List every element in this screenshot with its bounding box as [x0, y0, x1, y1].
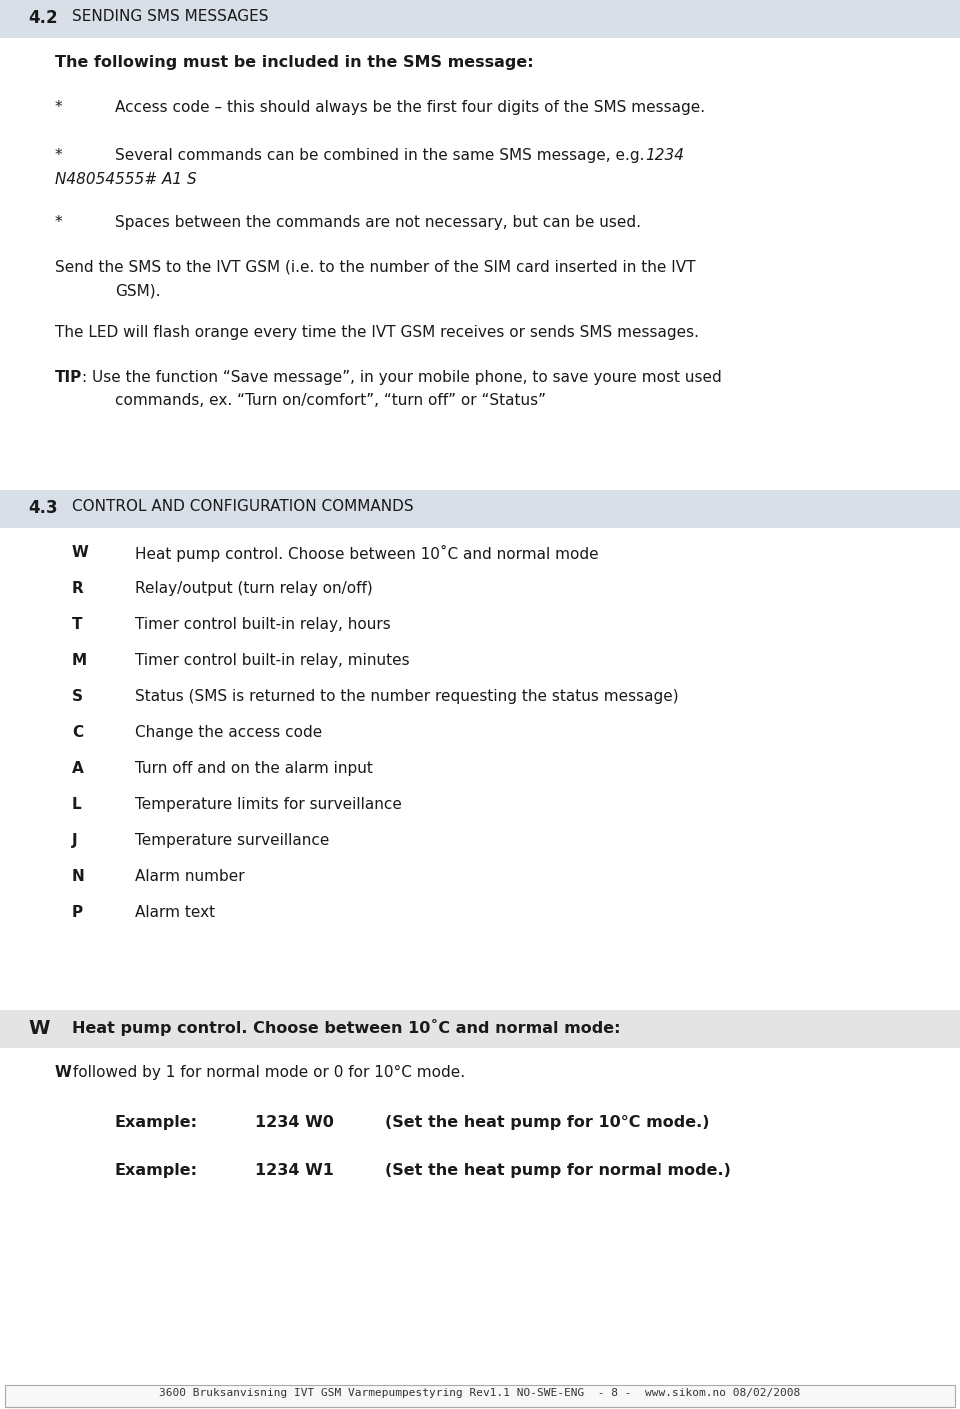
Text: : Use the function “Save message”, in your mobile phone, to save youre most used: : Use the function “Save message”, in yo… [82, 371, 722, 385]
Text: Spaces between the commands are not necessary, but can be used.: Spaces between the commands are not nece… [115, 216, 641, 230]
Text: W: W [28, 1019, 50, 1038]
Text: 1234: 1234 [645, 148, 684, 163]
Text: *: * [55, 148, 62, 163]
Bar [0, 1010, 960, 1048]
Text: Heat pump control. Choose between 10˚C and normal mode: Heat pump control. Choose between 10˚C a… [135, 545, 599, 562]
Bar [0, 490, 960, 528]
Text: P: P [72, 905, 84, 920]
Text: Alarm number: Alarm number [135, 869, 245, 883]
Text: commands, ex. “Turn on/comfort”, “turn off” or “Status”: commands, ex. “Turn on/comfort”, “turn o… [115, 393, 546, 409]
Text: Temperature limits for surveillance: Temperature limits for surveillance [135, 797, 402, 812]
Text: W: W [72, 545, 89, 559]
Text: Turn off and on the alarm input: Turn off and on the alarm input [135, 761, 372, 776]
Text: Temperature surveillance: Temperature surveillance [135, 833, 329, 848]
Text: CONTROL AND CONFIGURATION COMMANDS: CONTROL AND CONFIGURATION COMMANDS [72, 499, 414, 514]
Text: Timer control built-in relay, hours: Timer control built-in relay, hours [135, 617, 391, 633]
Text: The following must be included in the SMS message:: The following must be included in the SM… [55, 55, 534, 70]
Text: Relay/output (turn relay on/off): Relay/output (turn relay on/off) [135, 581, 372, 596]
FancyBboxPatch shape [5, 1385, 955, 1408]
Text: Status (SMS is returned to the number requesting the status message): Status (SMS is returned to the number re… [135, 689, 679, 704]
Text: GSM).: GSM). [115, 283, 160, 297]
Text: Access code – this should always be the first four digits of the SMS message.: Access code – this should always be the … [115, 100, 706, 116]
Text: N48054555# A1 S: N48054555# A1 S [55, 172, 197, 187]
Text: Alarm text: Alarm text [135, 905, 215, 920]
Text: 4.2: 4.2 [28, 8, 58, 27]
Text: SENDING SMS MESSAGES: SENDING SMS MESSAGES [72, 8, 269, 24]
Text: Heat pump control. Choose between 10˚C and normal mode:: Heat pump control. Choose between 10˚C a… [72, 1019, 620, 1036]
Text: R: R [72, 581, 84, 596]
Text: 4.3: 4.3 [28, 499, 58, 517]
Text: C: C [72, 726, 84, 740]
Text: 3600 Bruksanvisning IVT GSM Varmepumpestyring Rev1.1 NO-SWE-ENG  - 8 -  www.siko: 3600 Bruksanvisning IVT GSM Varmepumpest… [159, 1388, 801, 1398]
Text: A: A [72, 761, 84, 776]
Text: Several commands can be combined in the same SMS message, e.g.: Several commands can be combined in the … [115, 148, 649, 163]
Text: The LED will flash orange every time the IVT GSM receives or sends SMS messages.: The LED will flash orange every time the… [55, 325, 699, 340]
Text: L: L [72, 797, 82, 812]
Text: 1234 W0: 1234 W0 [255, 1115, 334, 1130]
Text: Send the SMS to the IVT GSM (i.e. to the number of the SIM card inserted in the : Send the SMS to the IVT GSM (i.e. to the… [55, 261, 695, 275]
Bar [0, 0, 960, 38]
Text: S: S [72, 689, 83, 704]
Text: followed by 1 for normal mode or 0 for 10°C mode.: followed by 1 for normal mode or 0 for 1… [68, 1065, 466, 1081]
Bar [5, 1385, 955, 1408]
Text: 1234 W1: 1234 W1 [255, 1162, 334, 1178]
Text: T: T [72, 617, 83, 633]
Text: N: N [72, 869, 84, 883]
Text: J: J [72, 833, 78, 848]
Text: *: * [55, 100, 62, 116]
Text: M: M [72, 652, 87, 668]
Text: Timer control built-in relay, minutes: Timer control built-in relay, minutes [135, 652, 410, 668]
Text: TIP: TIP [55, 371, 83, 385]
Text: *: * [55, 216, 62, 230]
Text: Example:: Example: [115, 1162, 198, 1178]
Text: W: W [55, 1065, 72, 1081]
Text: Change the access code: Change the access code [135, 726, 323, 740]
Text: Example:: Example: [115, 1115, 198, 1130]
Text: (Set the heat pump for normal mode.): (Set the heat pump for normal mode.) [385, 1162, 731, 1178]
Text: (Set the heat pump for 10°C mode.): (Set the heat pump for 10°C mode.) [385, 1115, 709, 1130]
